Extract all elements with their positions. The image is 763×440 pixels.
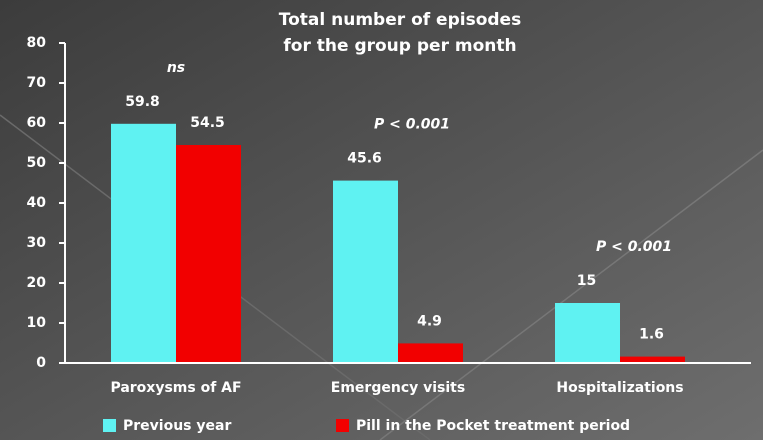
- value-label: 54.5: [190, 115, 225, 131]
- bar: [620, 356, 685, 363]
- legend-label: Pill in the Pocket treatment period: [356, 418, 630, 434]
- value-label: 59.8: [125, 94, 160, 110]
- decoration: [379, 149, 763, 440]
- x-tick-label: Paroxysms of AF: [110, 380, 241, 396]
- value-label: 4.9: [417, 313, 442, 329]
- bar: [111, 123, 176, 363]
- value-label: 1.6: [639, 327, 664, 343]
- y-tick-label: 20: [27, 275, 47, 291]
- bar: [555, 303, 620, 363]
- annotation: P < 0.001: [374, 117, 450, 133]
- y-tick-label: 70: [27, 75, 47, 91]
- value-label: 15: [577, 273, 596, 289]
- chart-title: Total number of episodes: [279, 10, 521, 30]
- y-tick-label: 80: [27, 35, 47, 51]
- y-tick-label: 0: [36, 355, 46, 371]
- y-tick-label: 40: [27, 195, 47, 211]
- x-tick-label: Emergency visits: [331, 380, 465, 396]
- y-tick-label: 30: [27, 235, 47, 251]
- legend-swatch: [103, 419, 116, 432]
- y-tick-label: 10: [27, 315, 47, 331]
- annotation: ns: [167, 60, 185, 76]
- bar: [176, 145, 241, 363]
- value-label: 45.6: [347, 151, 382, 167]
- x-tick-label: Hospitalizations: [556, 380, 683, 396]
- y-tick-label: 60: [27, 115, 47, 131]
- legend-swatch: [336, 419, 349, 432]
- legend-label: Previous year: [123, 418, 231, 434]
- chart-title: for the group per month: [283, 36, 516, 56]
- bar: [398, 343, 463, 363]
- annotation: P < 0.001: [596, 239, 672, 255]
- bar: [333, 180, 398, 363]
- y-tick-label: 50: [27, 155, 47, 171]
